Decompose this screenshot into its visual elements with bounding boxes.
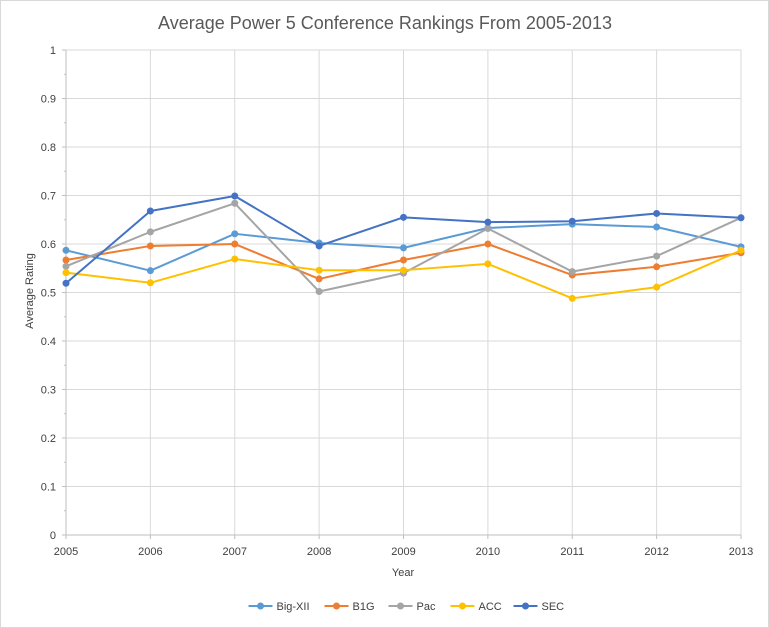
data-point-sec [231, 192, 239, 200]
data-point-big-xii [400, 244, 407, 252]
y-tick-label: 0.6 [41, 239, 56, 251]
data-point-acc [315, 266, 323, 274]
data-point-pac [484, 224, 492, 232]
data-point-sec [653, 209, 661, 217]
legend-label: Big-XII [277, 601, 310, 613]
data-point-sec [484, 218, 492, 226]
data-point-pac [653, 252, 661, 260]
legend-label: ACC [479, 601, 502, 613]
data-point-big-xii [231, 230, 239, 238]
chart-title: Average Power 5 Conference Rankings From… [158, 13, 612, 33]
data-point-sec [146, 207, 154, 215]
x-tick-label: 2012 [644, 546, 668, 558]
legend-swatch-marker [459, 602, 466, 610]
legend-item-acc: ACC [450, 601, 502, 613]
data-point-acc [62, 269, 70, 277]
x-tick-label: 2009 [391, 546, 415, 558]
data-point-big-xii [62, 246, 70, 254]
data-point-sec [62, 279, 70, 287]
legend-item-pac: Pac [388, 601, 436, 613]
x-axis-title: Year [392, 567, 415, 579]
x-tick-label: 2008 [307, 546, 331, 558]
data-point-acc [400, 266, 407, 274]
y-axis-title: Average Rating [24, 253, 36, 329]
y-tick-label: 0.4 [41, 336, 56, 348]
x-tick-label: 2010 [476, 546, 500, 558]
y-tick-label: 1 [50, 45, 56, 57]
legend-swatch-marker [333, 602, 340, 610]
data-point-pac [315, 288, 323, 296]
x-tick-label: 2006 [138, 546, 162, 558]
data-point-sec [737, 214, 745, 222]
y-tick-label: 0.9 [41, 94, 56, 106]
data-point-acc [568, 294, 576, 302]
data-point-sec [400, 213, 407, 221]
data-point-b1g [62, 256, 70, 264]
gridlines [66, 49, 742, 535]
data-point-b1g [484, 240, 492, 248]
data-point-sec [315, 242, 323, 250]
data-point-pac [231, 199, 239, 207]
x-tick-label: 2011 [560, 546, 584, 558]
legend-item-b1g: B1G [324, 601, 375, 613]
legend: Big-XII B1G Pac ACC SEC [248, 601, 565, 613]
data-point-big-xii [653, 223, 661, 231]
legend-swatch-marker [522, 602, 529, 610]
data-point-b1g [400, 256, 407, 264]
legend-item-sec: SEC [513, 601, 565, 613]
y-tick-label: 0 [50, 530, 56, 542]
y-tick-label: 0.3 [41, 385, 56, 397]
data-point-acc [231, 255, 239, 263]
data-point-acc [146, 279, 154, 287]
data-point-b1g [146, 242, 154, 250]
legend-label: Pac [417, 601, 436, 613]
axes: 0 0.1 0.2 0.3 0.4 0.5 0.6 0.7 0.8 0.9 1 2005 2006 200… [41, 45, 754, 558]
data-point-b1g [315, 275, 323, 283]
data-point-pac [568, 268, 576, 276]
data-point-sec [568, 217, 576, 225]
data-point-b1g [653, 263, 661, 271]
x-tick-label: 2005 [54, 546, 78, 558]
y-tick-label: 0.1 [41, 482, 56, 494]
y-tick-label: 0.7 [41, 191, 56, 203]
y-tick-label: 0.8 [41, 142, 56, 154]
y-tick-label: 0.2 [41, 433, 56, 445]
data-point-pac [62, 262, 70, 270]
data-point-pac [146, 228, 154, 236]
legend-label: SEC [542, 601, 565, 613]
y-tick-label: 0.5 [41, 288, 56, 300]
legend-item-big-xii: Big-XII [248, 601, 310, 613]
legend-swatch-marker [257, 602, 264, 610]
series-lines [62, 192, 745, 302]
data-point-acc [737, 246, 745, 254]
data-point-acc [484, 260, 492, 268]
x-tick-label: 2007 [223, 546, 247, 558]
legend-swatch-marker [397, 602, 404, 610]
x-tick-label: 2013 [729, 546, 753, 558]
data-point-b1g [231, 240, 239, 248]
legend-label: B1G [353, 601, 375, 613]
data-point-big-xii [146, 267, 154, 275]
data-point-acc [653, 283, 661, 291]
